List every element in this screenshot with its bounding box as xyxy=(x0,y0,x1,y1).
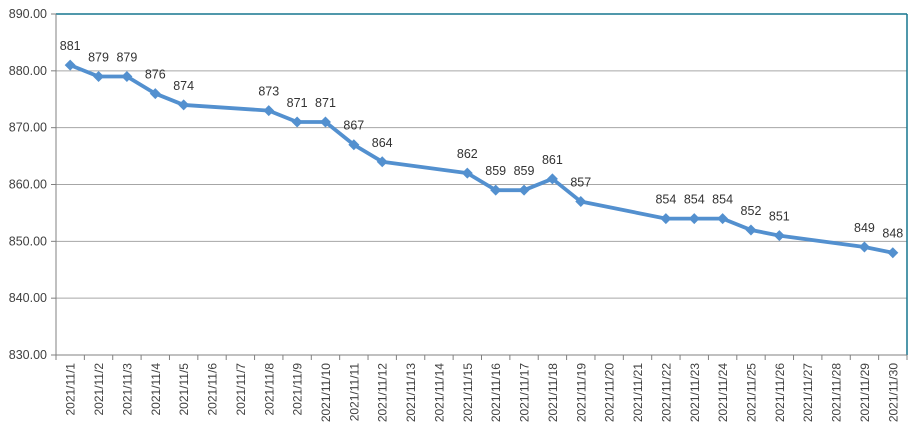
x-tick-label: 2021/11/20 xyxy=(603,363,617,422)
data-point-marker xyxy=(887,247,899,259)
x-tick-label: 2021/11/7 xyxy=(234,363,248,416)
data-point-marker xyxy=(660,213,672,225)
y-tick-label: 890.00 xyxy=(9,7,47,21)
x-tick-label: 2021/11/2 xyxy=(92,363,106,416)
data-label: 857 xyxy=(570,176,591,190)
data-point-marker xyxy=(376,156,388,168)
x-tick-label: 2021/11/9 xyxy=(291,363,305,416)
data-point-marker xyxy=(490,184,502,196)
data-point-marker xyxy=(717,213,729,225)
data-point-marker xyxy=(93,71,105,83)
data-label: 879 xyxy=(116,51,137,65)
data-point-marker xyxy=(319,116,331,128)
data-point-marker xyxy=(518,184,530,196)
data-point-marker xyxy=(263,105,275,117)
data-label: 881 xyxy=(60,39,81,53)
data-point-marker xyxy=(178,99,190,111)
x-tick-label: 2021/11/5 xyxy=(177,363,191,416)
data-point-marker xyxy=(348,139,360,151)
x-tick-label: 2021/11/3 xyxy=(120,363,134,416)
y-tick-label: 860.00 xyxy=(9,178,47,192)
x-tick-label: 2021/11/27 xyxy=(801,363,815,422)
x-tick-label: 2021/11/21 xyxy=(631,363,645,422)
data-label: 859 xyxy=(514,164,535,178)
series-line xyxy=(68,63,895,255)
x-tick-label: 2021/11/25 xyxy=(744,363,758,422)
x-tick-label: 2021/11/15 xyxy=(461,363,475,422)
x-tick-label: 2021/11/12 xyxy=(376,363,390,422)
data-label: 871 xyxy=(315,96,336,110)
y-tick-label: 880.00 xyxy=(9,64,47,78)
x-tick-label: 2021/11/30 xyxy=(886,363,900,422)
x-tick-label: 2021/11/29 xyxy=(858,363,872,422)
x-tick-label: 2021/11/8 xyxy=(262,363,276,416)
data-label: 867 xyxy=(343,119,364,133)
y-tick-label: 870.00 xyxy=(9,121,47,135)
x-tick-label: 2021/11/14 xyxy=(432,363,446,422)
data-point-marker xyxy=(688,213,700,225)
x-tick-label: 2021/11/4 xyxy=(149,363,163,416)
x-tick-label: 2021/11/1 xyxy=(64,363,78,416)
y-tick-label: 830.00 xyxy=(9,348,47,362)
x-tick-label: 2021/11/19 xyxy=(574,363,588,422)
x-tick-label: 2021/11/23 xyxy=(688,363,702,422)
data-point-marker xyxy=(575,196,587,208)
data-point-marker xyxy=(745,224,757,236)
x-tick-label: 2021/11/10 xyxy=(319,363,333,422)
data-point-marker xyxy=(64,59,76,71)
x-tick-label: 2021/11/24 xyxy=(716,363,730,422)
data-label: 876 xyxy=(145,68,166,82)
x-tick-label: 2021/11/11 xyxy=(347,363,361,422)
data-label: 874 xyxy=(173,79,194,93)
data-label: 873 xyxy=(258,85,279,99)
data-label: 854 xyxy=(684,193,705,207)
x-tick-label: 2021/11/26 xyxy=(773,363,787,422)
x-tick-label: 2021/11/17 xyxy=(518,363,532,422)
data-point-marker xyxy=(149,88,161,100)
data-point-marker xyxy=(461,167,473,179)
data-label: 859 xyxy=(485,164,506,178)
x-tick-label: 2021/11/28 xyxy=(830,363,844,422)
y-tick-label: 840.00 xyxy=(9,291,47,305)
data-point-marker xyxy=(773,230,785,242)
x-tick-label: 2021/11/18 xyxy=(546,363,560,422)
data-point-marker xyxy=(546,173,558,185)
data-point-marker xyxy=(858,241,870,253)
x-tick-label: 2021/11/6 xyxy=(206,363,220,416)
data-label: 852 xyxy=(741,204,762,218)
data-label: 849 xyxy=(854,221,875,235)
data-label: 848 xyxy=(882,227,903,241)
data-label: 861 xyxy=(542,153,563,167)
x-tick-label: 2021/11/16 xyxy=(489,363,503,422)
data-label: 854 xyxy=(712,193,733,207)
x-tick-label: 2021/11/22 xyxy=(659,363,673,422)
data-label: 864 xyxy=(372,136,393,150)
x-tick-label: 2021/11/13 xyxy=(404,363,418,422)
data-point-marker xyxy=(121,71,133,83)
data-label: 871 xyxy=(287,96,308,110)
data-label: 879 xyxy=(88,51,109,65)
data-label: 851 xyxy=(769,210,790,224)
data-label: 854 xyxy=(655,193,676,207)
data-label: 862 xyxy=(457,147,478,161)
y-tick-label: 850.00 xyxy=(9,234,47,248)
data-point-marker xyxy=(291,116,303,128)
